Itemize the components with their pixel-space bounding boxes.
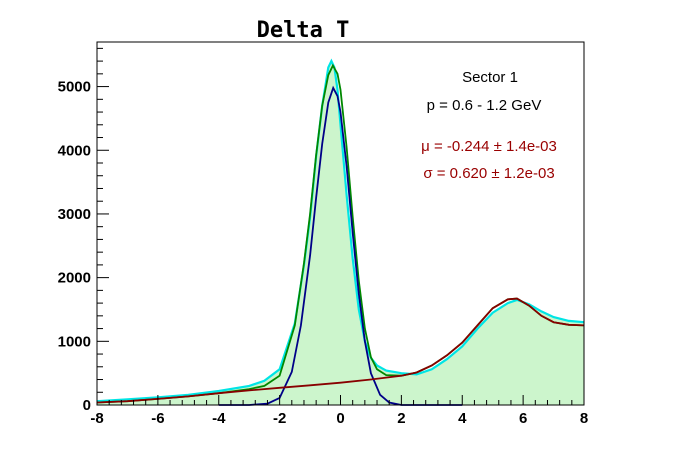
fit-curve-3 (96, 297, 585, 404)
x-tick-label: -2 (273, 410, 286, 427)
sector-label: Sector 1 (462, 69, 518, 86)
histogram-outline (96, 58, 585, 403)
x-tick-label: -4 (212, 410, 226, 427)
sigma-label: σ = 0.620 ± 1.2e-03 (423, 165, 554, 182)
y-tick-label: 1000 (58, 333, 91, 350)
y-tick-label: 2000 (58, 270, 91, 287)
x-tick-label: 2 (397, 410, 405, 427)
histogram-fill (97, 61, 584, 405)
plot-lines (96, 58, 585, 406)
momentum-label: p = 0.6 - 1.2 GeV (427, 97, 542, 114)
fit-curve-2 (218, 85, 463, 406)
y-tick-label: 3000 (58, 206, 91, 223)
y-tick-label: 5000 (58, 79, 91, 96)
x-tick-label: -8 (90, 410, 103, 427)
y-axis: 0 1000 2000 3000 4000 5000 (58, 47, 109, 414)
x-tick-label: -6 (151, 410, 164, 427)
x-tick-label: 0 (336, 410, 344, 427)
y-tick-label: 4000 (58, 142, 91, 159)
x-tick-label: 8 (580, 410, 588, 427)
histogram-area (97, 61, 584, 405)
x-tick-label: 4 (458, 410, 467, 427)
mu-label: μ = -0.244 ± 1.4e-03 (421, 138, 557, 155)
x-tick-label: 6 (519, 410, 527, 427)
y-tick-label: 0 (83, 397, 91, 414)
chart-title: Delta T (257, 18, 350, 43)
x-axis: -8 -6 -4 -2 0 2 4 6 8 (90, 395, 588, 427)
